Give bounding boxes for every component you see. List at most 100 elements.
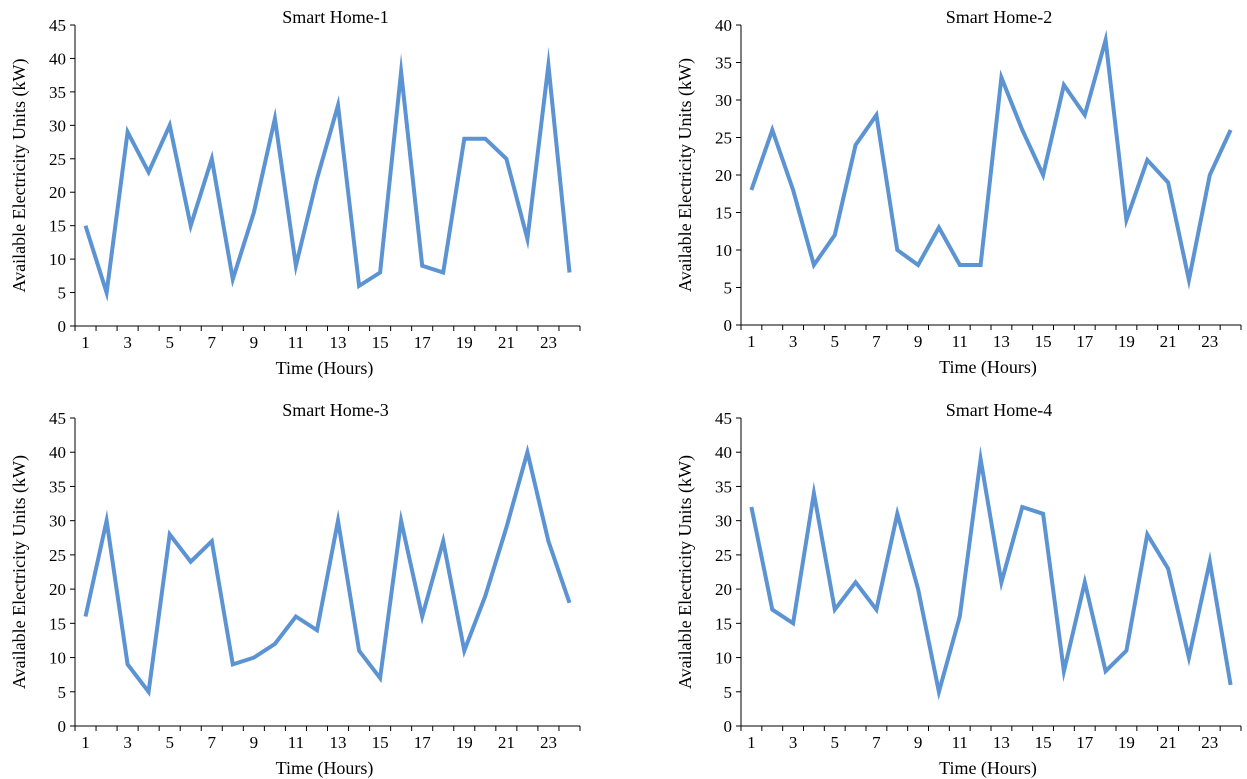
y-tick-label: 5 xyxy=(58,683,67,702)
x-tick-label: 17 xyxy=(414,333,432,352)
x-tick-label: 7 xyxy=(208,733,217,752)
y-tick-label: 20 xyxy=(49,580,66,599)
y-tick-label: 5 xyxy=(58,284,67,303)
y-tick-label: 15 xyxy=(49,614,66,633)
y-tick-label: 40 xyxy=(49,443,66,462)
y-tick-label: 20 xyxy=(49,183,66,202)
x-tick-label: 9 xyxy=(914,332,923,351)
x-axis-label: Time (Hours) xyxy=(276,758,374,779)
x-axis-label: Time (Hours) xyxy=(939,357,1037,378)
y-tick-label: 30 xyxy=(715,512,732,531)
x-tick-label: 3 xyxy=(123,333,132,352)
y-tick-label: 10 xyxy=(49,250,66,269)
x-tick-label: 13 xyxy=(330,733,347,752)
x-tick-label: 19 xyxy=(456,733,473,752)
y-tick-label: 10 xyxy=(715,649,732,668)
x-tick-label: 11 xyxy=(952,733,968,752)
y-tick-label: 15 xyxy=(715,204,732,223)
x-tick-label: 5 xyxy=(165,733,174,752)
y-tick-label: 25 xyxy=(715,546,732,565)
x-tick-label: 17 xyxy=(414,733,432,752)
x-tick-label: 5 xyxy=(831,332,840,351)
y-tick-label: 0 xyxy=(724,717,733,736)
x-tick-label: 5 xyxy=(165,333,174,352)
y-tick-label: 25 xyxy=(715,129,732,148)
x-tick-label: 1 xyxy=(747,332,756,351)
x-tick-label: 7 xyxy=(872,733,881,752)
x-tick-label: 17 xyxy=(1076,332,1094,351)
y-tick-label: 0 xyxy=(58,317,67,336)
series-line xyxy=(749,29,1233,290)
x-tick-label: 11 xyxy=(952,332,968,351)
x-tick-label: 21 xyxy=(1160,733,1177,752)
y-axis-label: Available Electricity Units (kW) xyxy=(675,455,696,689)
y-tick-label: 30 xyxy=(49,512,66,531)
x-tick-label: 21 xyxy=(498,733,515,752)
y-tick-label: 30 xyxy=(49,116,66,135)
y-tick-label: 35 xyxy=(49,83,66,102)
x-tick-label: 9 xyxy=(914,733,923,752)
x-tick-label: 3 xyxy=(789,733,798,752)
x-tick-label: 23 xyxy=(1201,332,1218,351)
y-tick-label: 35 xyxy=(715,54,732,73)
x-axis-label: Time (Hours) xyxy=(939,758,1037,779)
y-tick-label: 40 xyxy=(715,443,732,462)
x-tick-label: 21 xyxy=(498,333,515,352)
y-tick-label: 25 xyxy=(49,150,66,169)
y-tick-label: 0 xyxy=(724,316,733,335)
series-line xyxy=(83,47,572,302)
x-tick-label: 3 xyxy=(123,733,132,752)
y-tick-label: 40 xyxy=(49,49,66,68)
x-axis-label: Time (Hours) xyxy=(276,358,374,379)
x-tick-label: 17 xyxy=(1076,733,1094,752)
x-tick-label: 7 xyxy=(872,332,881,351)
chart-title: Smart Home-4 xyxy=(946,400,1052,420)
y-tick-label: 15 xyxy=(715,614,732,633)
x-tick-label: 7 xyxy=(208,333,217,352)
x-tick-label: 1 xyxy=(747,733,756,752)
x-tick-label: 13 xyxy=(993,733,1010,752)
x-tick-label: 11 xyxy=(288,333,304,352)
x-tick-label: 19 xyxy=(1118,332,1135,351)
x-tick-label: 9 xyxy=(250,733,259,752)
y-axis-label: Available Electricity Units (kW) xyxy=(9,58,30,292)
x-tick-label: 1 xyxy=(81,733,90,752)
y-tick-label: 15 xyxy=(49,217,66,236)
y-axis-label: Available Electricity Units (kW) xyxy=(9,455,30,689)
y-tick-label: 20 xyxy=(715,580,732,599)
x-tick-label: 5 xyxy=(831,733,840,752)
x-tick-label: 3 xyxy=(789,332,798,351)
y-axis-label: Available Electricity Units (kW) xyxy=(675,58,696,292)
x-tick-label: 15 xyxy=(1035,332,1052,351)
x-tick-label: 15 xyxy=(372,333,389,352)
y-tick-label: 0 xyxy=(58,717,67,736)
x-tick-label: 23 xyxy=(540,333,557,352)
x-tick-label: 9 xyxy=(250,333,259,352)
chart-title: Smart Home-3 xyxy=(282,400,388,420)
y-tick-label: 25 xyxy=(49,546,66,565)
x-tick-label: 1 xyxy=(81,333,90,352)
x-tick-label: 11 xyxy=(288,733,304,752)
y-tick-label: 40 xyxy=(715,16,732,35)
chart-title: Smart Home-1 xyxy=(282,7,388,27)
y-tick-label: 5 xyxy=(724,279,733,298)
y-tick-label: 35 xyxy=(49,477,66,496)
y-tick-label: 35 xyxy=(715,477,732,496)
x-tick-label: 15 xyxy=(372,733,389,752)
x-tick-label: 13 xyxy=(993,332,1010,351)
y-tick-label: 20 xyxy=(715,166,732,185)
series-line xyxy=(83,444,572,697)
series-line xyxy=(749,445,1233,701)
y-tick-label: 45 xyxy=(49,409,66,428)
x-tick-label: 21 xyxy=(1160,332,1177,351)
x-tick-label: 19 xyxy=(1118,733,1135,752)
x-tick-label: 13 xyxy=(330,333,347,352)
y-tick-label: 45 xyxy=(49,16,66,35)
x-tick-label: 23 xyxy=(1201,733,1218,752)
y-tick-label: 30 xyxy=(715,91,732,110)
chart-title: Smart Home-2 xyxy=(946,7,1052,27)
